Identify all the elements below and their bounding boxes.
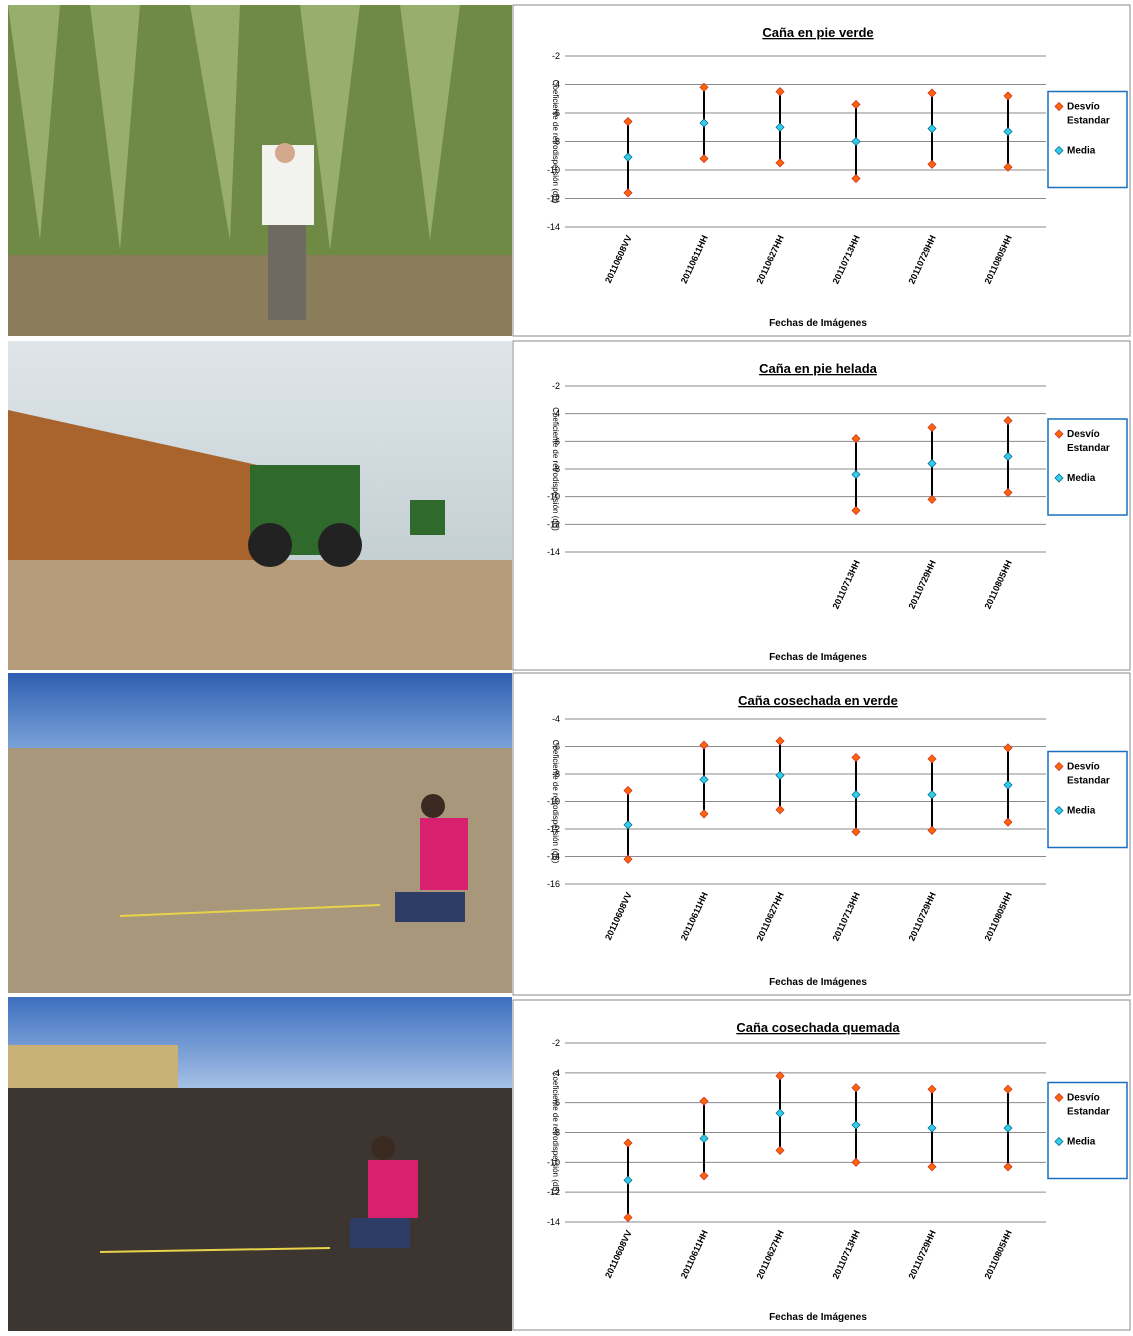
legend-label: Media <box>1067 1137 1096 1148</box>
y-axis-label: Coeficiente de retrodispersión (dB) <box>551 740 560 864</box>
figure: Caña en pie verde-2-4-6-8-10-12-14Coefic… <box>0 0 1133 1331</box>
x-axis-label: Fechas de Imágenes <box>769 1312 867 1323</box>
x-axis-label: Fechas de Imágenes <box>769 652 867 663</box>
chart-panel: Caña cosechada en verde-4-6-8-10-12-14-1… <box>513 673 1130 995</box>
chart-frame <box>513 673 1130 995</box>
photo-harvested-burned <box>8 997 512 1331</box>
chart-title: Caña cosechada quemada <box>736 1020 900 1035</box>
x-axis-label: Fechas de Imágenes <box>769 977 867 988</box>
legend-label: Media <box>1067 473 1096 484</box>
y-tick-label: -14 <box>547 1217 560 1227</box>
photo-harvested-green <box>8 673 512 993</box>
legend-label: Media <box>1067 146 1096 157</box>
y-axis-label: Coeficiente de retrodispersión (dB) <box>551 1071 560 1195</box>
y-axis-label: Coeficiente de retrodispersión (dB) <box>551 80 560 204</box>
y-tick-label: -14 <box>547 222 560 232</box>
chart-frame <box>513 341 1130 670</box>
y-axis-label: Coeficiente de retrodispersión (dB) <box>551 407 560 531</box>
photo-green-cane <box>8 5 512 336</box>
y-tick-label: -16 <box>547 879 560 889</box>
chart-panel: Caña en pie helada-2-4-6-8-10-12-14Coefi… <box>513 341 1130 670</box>
x-axis-label: Fechas de Imágenes <box>769 318 867 329</box>
chart-frame <box>513 1000 1130 1330</box>
y-tick-label: -4 <box>552 714 560 724</box>
photo-frozen-cane <box>8 341 512 670</box>
chart-title: Caña en pie helada <box>759 361 878 376</box>
chart-panel: Caña cosechada quemada-2-4-6-8-10-12-14C… <box>513 1000 1130 1330</box>
chart-title: Caña cosechada en verde <box>738 693 898 708</box>
chart-panel: Caña en pie verde-2-4-6-8-10-12-14Coefic… <box>513 5 1130 336</box>
chart-title: Caña en pie verde <box>762 25 873 40</box>
y-tick-label: -14 <box>547 547 560 557</box>
page: Caña en pie verde-2-4-6-8-10-12-14Coefic… <box>0 0 1133 1331</box>
y-tick-label: -2 <box>552 381 560 391</box>
y-tick-label: -2 <box>552 51 560 61</box>
y-tick-label: -2 <box>552 1038 560 1048</box>
legend-label: Media <box>1067 806 1096 817</box>
